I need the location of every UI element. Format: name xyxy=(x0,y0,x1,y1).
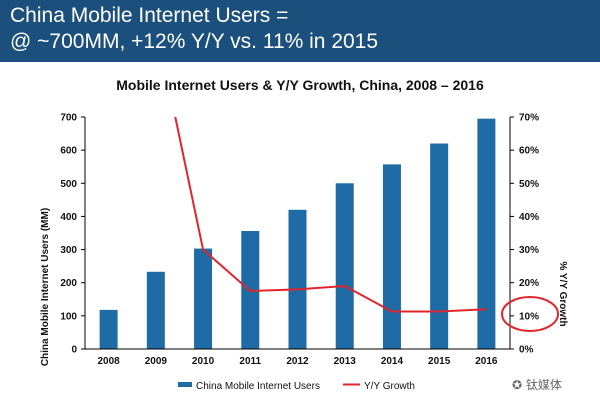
right-tick-label: 60% xyxy=(519,146,539,157)
left-tick-label: 700 xyxy=(60,113,77,124)
x-tick-label: 2009 xyxy=(145,356,168,367)
right-tick-labels: 0% 10% 20% 30% 40% 50% 60% 70% xyxy=(510,113,539,356)
legend: China Mobile Internet Users Y/Y Growth xyxy=(178,381,415,392)
right-tick-label: 20% xyxy=(519,278,539,289)
bar-2008 xyxy=(99,309,118,349)
bar-2016 xyxy=(477,118,496,350)
x-tick-label: 2012 xyxy=(286,356,309,367)
left-tick-label: 0 xyxy=(71,345,77,356)
bar-2013 xyxy=(335,183,354,349)
left-tick-label: 400 xyxy=(60,212,77,223)
bar-2014 xyxy=(382,164,401,349)
y2-axis-label: % Y/Y Growth xyxy=(557,261,568,326)
chart-title: Mobile Internet Users & Y/Y Growth, Chin… xyxy=(116,77,484,93)
left-tick-labels: 0 100 200 300 400 500 600 700 xyxy=(60,113,85,356)
right-tick-label: 30% xyxy=(519,245,539,256)
left-tick-label: 200 xyxy=(60,278,77,289)
x-tick-label: 2013 xyxy=(334,356,357,367)
x-tick-label: 2011 xyxy=(239,356,261,367)
bar-2010 xyxy=(194,248,213,349)
axes xyxy=(84,117,511,350)
legend-bar-swatch xyxy=(178,382,192,387)
left-tick-label: 300 xyxy=(60,245,77,256)
highlight-circle xyxy=(501,296,559,332)
right-tick-label: 10% xyxy=(519,311,539,322)
x-tick-label: 2008 xyxy=(97,356,120,367)
x-tick-label: 2010 xyxy=(192,356,215,367)
watermark-text: 钛媒体 xyxy=(525,378,562,392)
x-tick-labels: 2008 2009 2010 2011 2012 2013 2014 2015 2016 xyxy=(97,356,497,367)
right-tick-label: 50% xyxy=(519,179,539,190)
watermark: ✪ 钛媒体 xyxy=(512,376,562,393)
slide-header: China Mobile Internet Users = @ ~700MM, … xyxy=(0,0,600,62)
x-tick-label: 2014 xyxy=(381,356,404,367)
legend-bar-label: China Mobile Internet Users xyxy=(196,381,320,392)
right-tick-label: 70% xyxy=(519,113,539,124)
left-tick-label: 500 xyxy=(60,179,77,190)
wechat-icon: ✪ xyxy=(512,378,523,392)
left-tick-label: 100 xyxy=(60,311,77,322)
legend-line-label: Y/Y Growth xyxy=(364,381,415,392)
bar-series xyxy=(99,118,496,350)
right-tick-label: 40% xyxy=(519,212,539,223)
bar-2009 xyxy=(146,271,165,349)
x-tick-label: 2015 xyxy=(428,356,451,367)
bar-2015 xyxy=(430,143,449,349)
slide-title-line-2: @ ~700MM, +12% Y/Y vs. 11% in 2015 xyxy=(10,30,379,53)
slide-title-line-1: China Mobile Internet Users = xyxy=(10,4,289,27)
x-tick-label: 2016 xyxy=(475,356,498,367)
growth-line-series xyxy=(174,117,487,313)
growth-line xyxy=(174,117,487,313)
right-tick-label: 0% xyxy=(519,345,534,356)
combo-chart: Mobile Internet Users & Y/Y Growth, Chin… xyxy=(40,77,568,392)
y-axis-label: China Mobile Internet Users (MM) xyxy=(40,208,51,366)
bar-2012 xyxy=(288,209,307,349)
left-tick-label: 600 xyxy=(60,146,77,157)
